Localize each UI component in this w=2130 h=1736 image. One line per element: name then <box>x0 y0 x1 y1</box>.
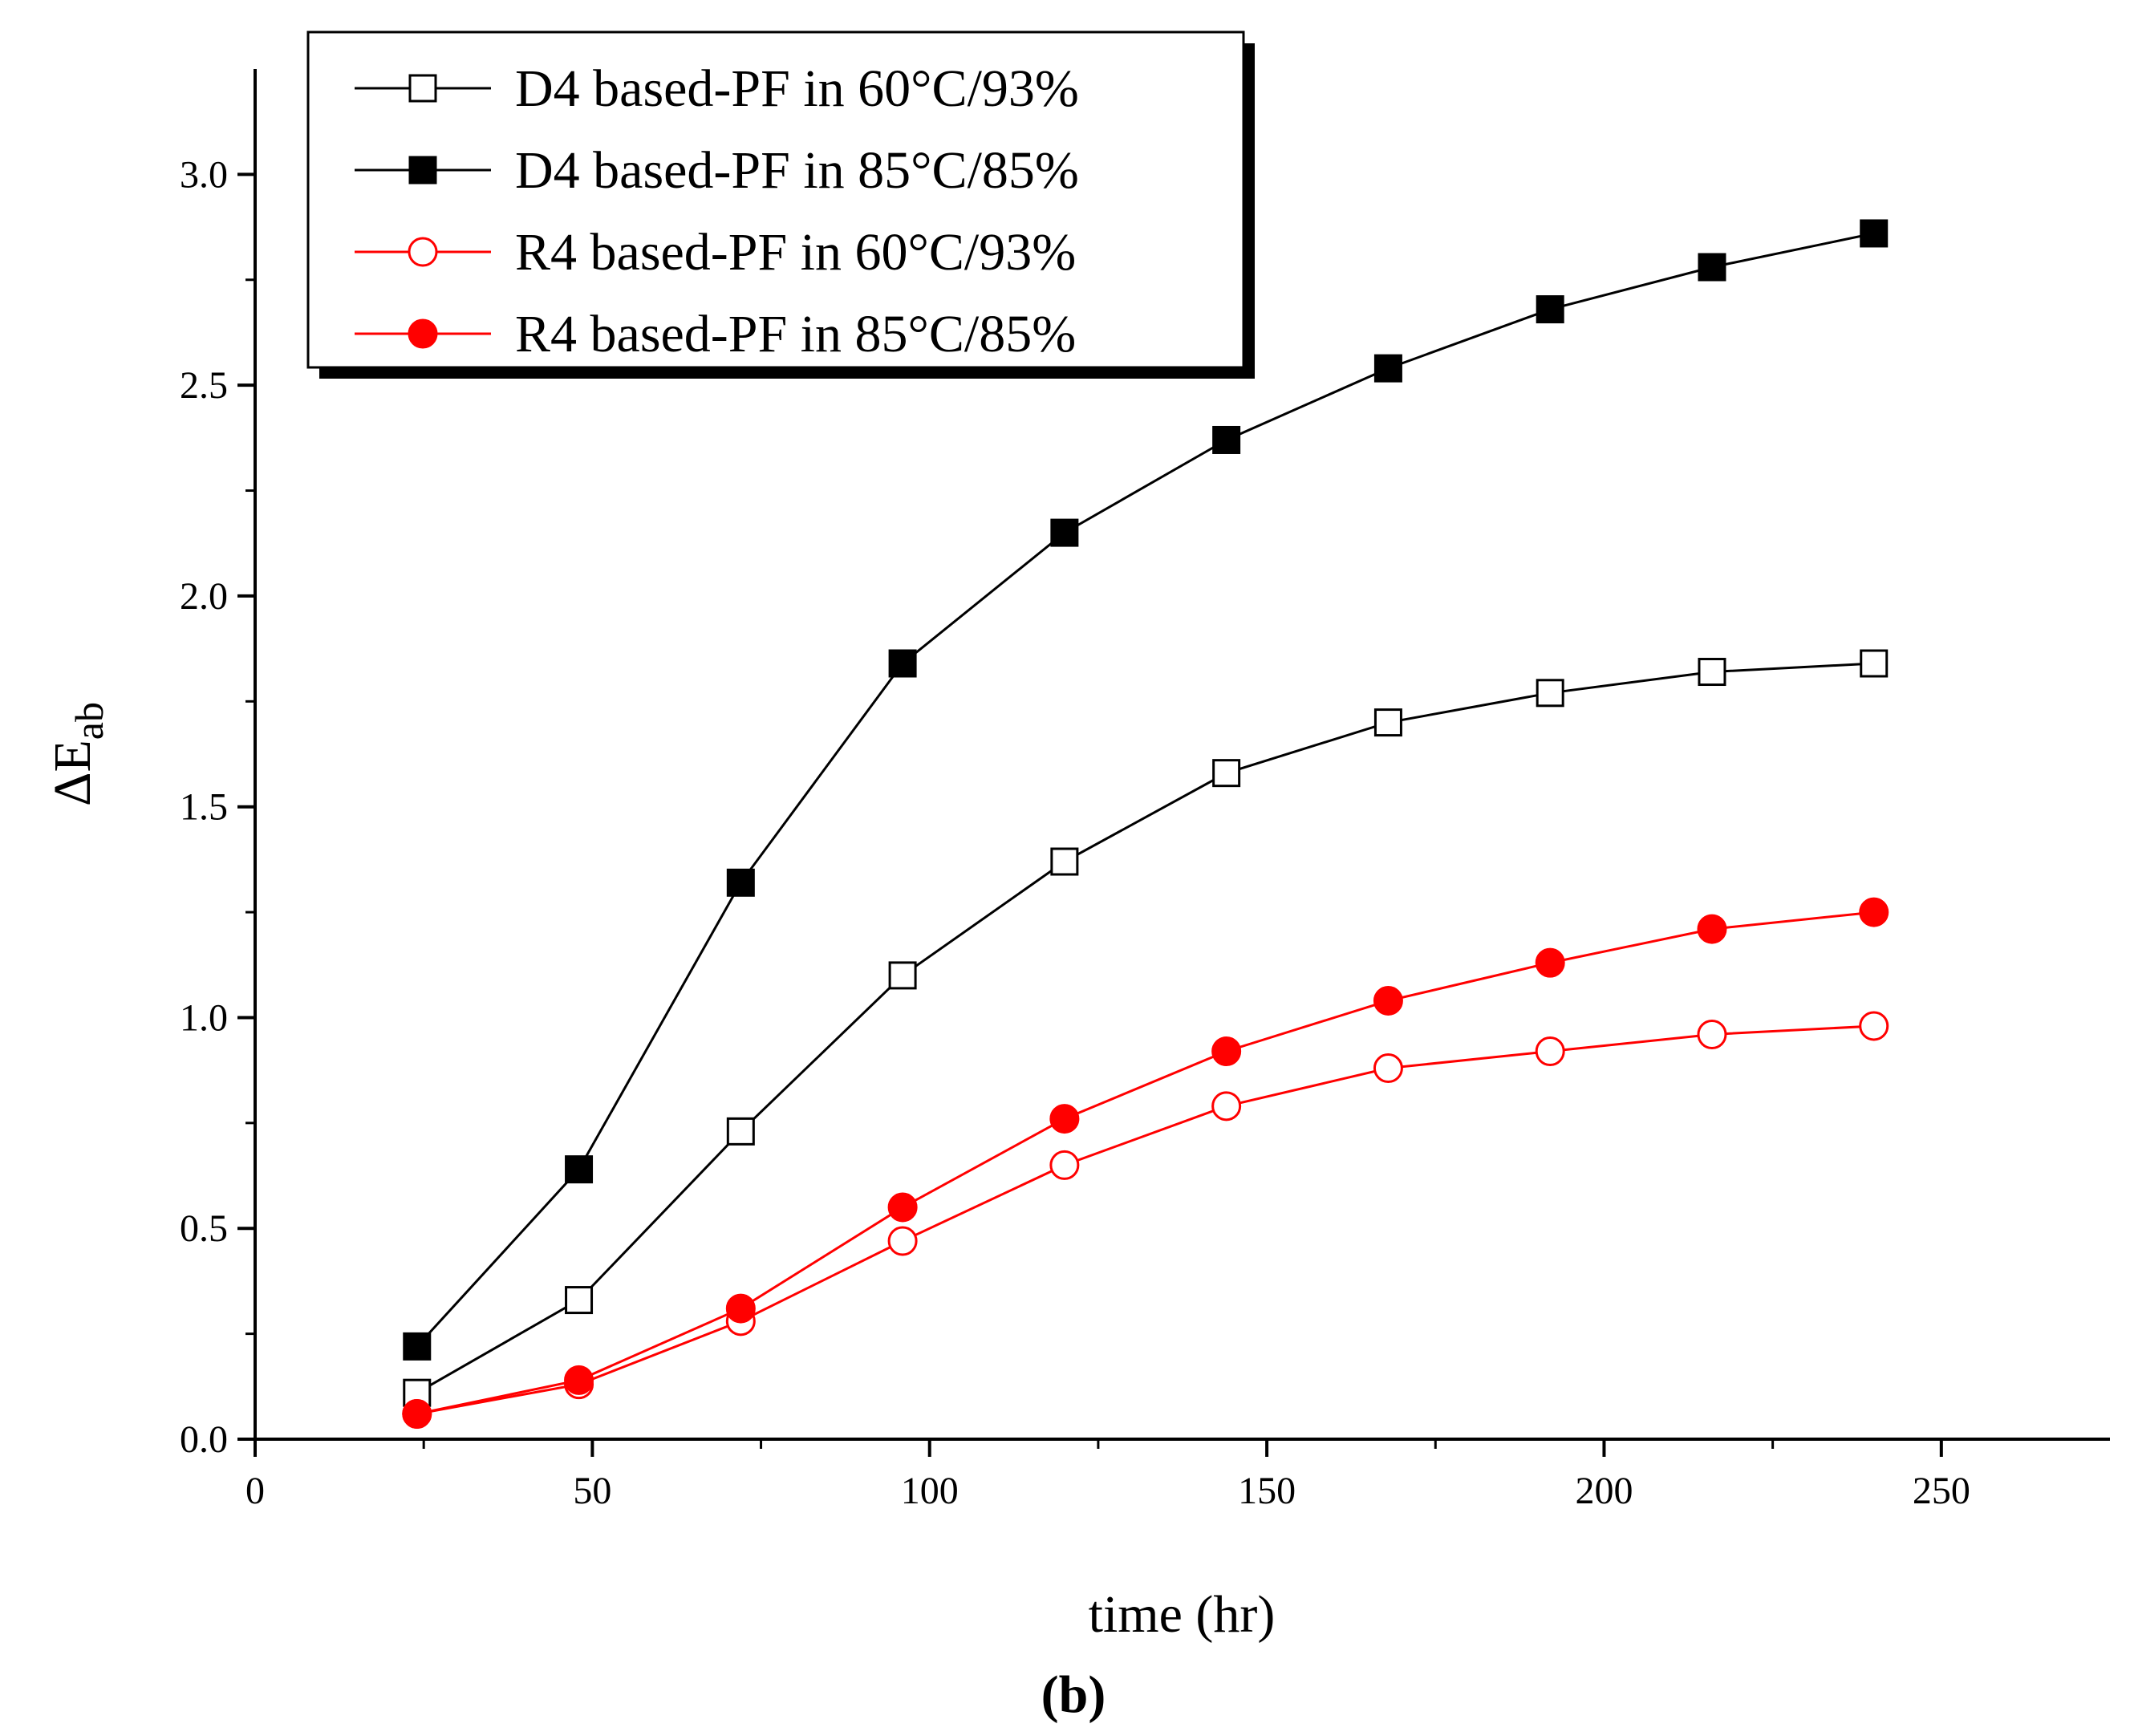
data-point <box>1859 1011 1889 1041</box>
y-tick-label: 2.5 <box>180 364 228 407</box>
x-tick-label: 50 <box>573 1470 611 1512</box>
x-axis-title: time (hr) <box>1089 1585 1276 1644</box>
x-tick-label: 100 <box>901 1470 959 1512</box>
data-point <box>1536 679 1564 708</box>
axes <box>254 69 2110 1441</box>
series-3 <box>402 1011 1889 1429</box>
legend-marker <box>408 237 438 267</box>
data-point <box>1373 354 1402 383</box>
data-point <box>887 1226 918 1256</box>
legend-label: R4 based-PF in 60°C/93% <box>515 223 1076 282</box>
y-tick-label: 0.5 <box>180 1207 228 1250</box>
x-tick-label: 150 <box>1238 1470 1296 1512</box>
legend: D4 based-PF in 60°C/93% D4 based-PF in 85… <box>306 30 1255 379</box>
data-point <box>1049 1104 1080 1134</box>
series-2 <box>403 219 1889 1361</box>
legend-marker <box>408 156 437 185</box>
y-axis-title-main: ΔE <box>43 740 102 806</box>
data-point <box>1535 947 1565 978</box>
data-point <box>1373 985 1403 1016</box>
legend-label: R4 based-PF in 85°C/85% <box>515 305 1076 363</box>
data-point <box>1212 759 1241 788</box>
data-point <box>1535 1036 1565 1067</box>
y-tick-label: 1.0 <box>180 996 228 1039</box>
legend-marker <box>408 74 437 103</box>
x-tick-label: 200 <box>1575 1470 1633 1512</box>
data-point <box>564 1365 594 1395</box>
data-point <box>1860 649 1889 678</box>
data-point <box>565 1155 594 1184</box>
x-tick-label: 0 <box>245 1470 265 1512</box>
data-point <box>1211 1036 1242 1067</box>
legend-marker <box>408 318 438 349</box>
data-point <box>1698 253 1726 282</box>
series-line <box>416 911 1874 1415</box>
data-point <box>1697 914 1727 944</box>
data-point <box>565 1286 594 1315</box>
data-point <box>1698 658 1726 687</box>
legend-entry: R4 based-PF in 60°C/93% <box>355 223 1076 282</box>
data-point <box>726 868 755 897</box>
series-4 <box>402 897 1889 1429</box>
data-point <box>888 649 917 678</box>
data-point <box>403 1332 432 1361</box>
legend-label: D4 based-PF in 85°C/85% <box>515 141 1079 200</box>
y-axis-title: ΔEab <box>43 702 112 806</box>
data-point <box>725 1293 756 1324</box>
data-point <box>402 1398 432 1429</box>
data-point <box>726 1117 755 1146</box>
data-point <box>887 1192 918 1223</box>
data-point <box>1373 1053 1403 1084</box>
legend-label: D4 based-PF in 60°C/93% <box>515 59 1079 118</box>
y-axis-title-subscript: ab <box>67 702 112 740</box>
y-tick-label: 1.5 <box>180 786 228 829</box>
data-point <box>1049 1150 1080 1180</box>
x-tick-label: 250 <box>1913 1470 1970 1512</box>
y-tick-label: 2.0 <box>180 575 228 618</box>
data-point <box>888 961 917 990</box>
data-point <box>1373 708 1402 737</box>
data-point <box>1050 847 1079 876</box>
series-line <box>416 1024 1874 1415</box>
y-tick-label: 0.0 <box>180 1418 228 1461</box>
legend-entry: R4 based-PF in 85°C/85% <box>355 305 1076 363</box>
data-point <box>1697 1019 1727 1049</box>
series-line <box>416 232 1875 1348</box>
y-tick-label: 3.0 <box>180 153 228 196</box>
data-point <box>1211 1091 1242 1122</box>
data-point <box>1050 518 1079 547</box>
legend-entry: D4 based-PF in 85°C/85% <box>355 141 1079 200</box>
figure-caption: (b) <box>1041 1665 1106 1724</box>
series-1 <box>403 649 1889 1407</box>
data-point <box>1536 295 1564 324</box>
data-point <box>1859 897 1889 927</box>
series-line <box>416 662 1874 1394</box>
data-point <box>1860 219 1889 248</box>
legend-entry: D4 based-PF in 60°C/93% <box>355 59 1079 118</box>
data-point <box>1212 425 1241 454</box>
